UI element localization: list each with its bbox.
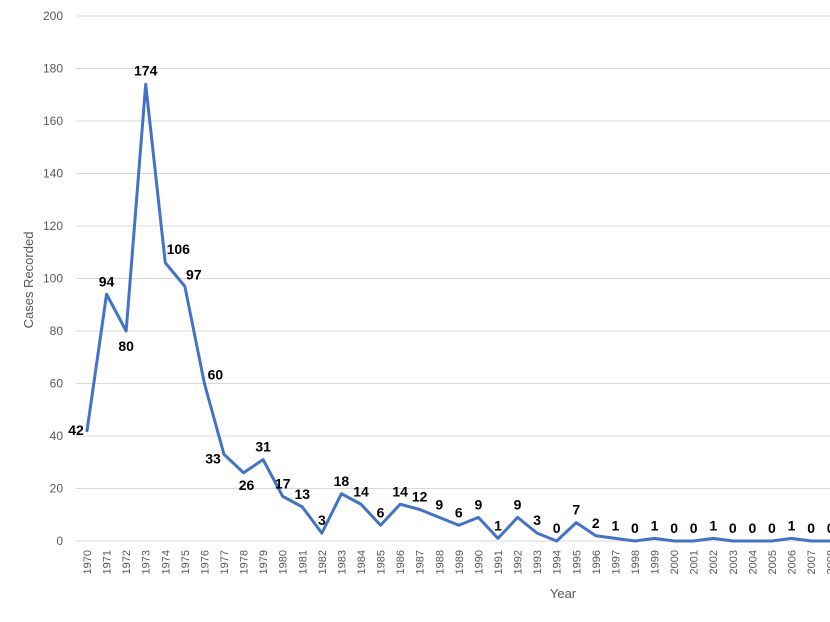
data-label: 97 [186, 266, 202, 282]
data-label: 0 [690, 520, 698, 536]
data-label: 94 [99, 273, 115, 289]
x-tick-label: 1988 [434, 550, 446, 574]
data-label: 1 [611, 517, 619, 533]
x-tick-label: 1991 [493, 550, 505, 574]
data-label: 31 [255, 439, 271, 455]
x-tick-label: 1996 [591, 550, 603, 574]
y-tick-label: 160 [43, 114, 63, 128]
y-tick-label: 200 [43, 9, 63, 23]
x-axis-ticks: 1970 1971 1972 1973 1974 1975 1976 1977 1978 1979… [82, 550, 830, 574]
x-tick-label: 1985 [376, 550, 388, 574]
data-label: 0 [807, 520, 815, 536]
x-tick-label: 2007 [806, 550, 818, 574]
x-tick-label: 1983 [336, 550, 348, 574]
x-tick-label: 1984 [356, 550, 368, 574]
x-tick-label: 1974 [160, 550, 172, 574]
data-label: 1 [651, 517, 659, 533]
data-label: 6 [377, 504, 385, 520]
data-label: 9 [475, 496, 483, 512]
x-tick-label: 2004 [747, 550, 759, 574]
x-tick-label: 1995 [571, 550, 583, 574]
x-tick-label: 1980 [278, 550, 290, 574]
data-label: 3 [533, 512, 541, 528]
data-label: 1 [709, 517, 717, 533]
data-label: 0 [748, 520, 756, 536]
data-label: 18 [334, 473, 350, 489]
x-tick-label: 1998 [630, 550, 642, 574]
series [85, 82, 830, 543]
data-label: 0 [729, 520, 737, 536]
x-tick-label: 1971 [102, 550, 114, 574]
x-tick-label: 2002 [708, 550, 720, 574]
data-label: 2 [592, 515, 600, 531]
data-label: 6 [455, 504, 463, 520]
y-tick-label: 100 [43, 272, 63, 286]
x-tick-label: 1987 [415, 550, 427, 574]
x-tick-label: 1970 [82, 550, 94, 574]
x-tick-label: 2005 [767, 550, 779, 574]
x-tick-label: 1976 [199, 550, 211, 574]
x-tick-label: 1992 [513, 550, 525, 574]
data-label: 0 [827, 520, 830, 536]
x-tick-label: 1981 [297, 550, 309, 574]
data-label: 17 [275, 475, 291, 491]
x-tick-label: 2000 [669, 550, 681, 574]
x-tick-label: 1986 [395, 550, 407, 574]
data-label: 14 [353, 483, 369, 499]
y-tick-label: 120 [43, 219, 63, 233]
data-label: 3 [318, 512, 326, 528]
data-label: 60 [208, 367, 224, 383]
data-label: 80 [118, 338, 134, 354]
x-tick-label: 1990 [473, 550, 485, 574]
data-label: 9 [514, 496, 522, 512]
data-label: 9 [435, 496, 443, 512]
data-label: 7 [572, 502, 580, 518]
data-label: 26 [239, 477, 255, 493]
x-tick-label: 1989 [454, 550, 466, 574]
x-tick-label: 1979 [258, 550, 270, 574]
x-tick-label: 1997 [610, 550, 622, 574]
y-tick-label: 0 [56, 534, 63, 548]
x-tick-label: 1993 [532, 550, 544, 574]
data-label: 174 [134, 62, 158, 78]
data-label: 1 [494, 517, 502, 533]
data-label: 12 [412, 489, 428, 505]
y-axis-ticks: 0 20 40 60 80 100 120 140 160 180 200 [43, 9, 63, 548]
data-label: 0 [631, 520, 639, 536]
series-line [85, 82, 830, 543]
data-label: 42 [68, 422, 84, 438]
data-label: 13 [294, 486, 310, 502]
x-tick-label: 1977 [219, 550, 231, 574]
x-tick-label: 2008 [826, 550, 830, 574]
x-tick-label: 1973 [141, 550, 153, 574]
x-tick-label: 2003 [728, 550, 740, 574]
x-tick-label: 2001 [689, 550, 701, 574]
data-label: 106 [167, 241, 191, 257]
y-tick-label: 140 [43, 167, 63, 181]
data-label: 14 [392, 483, 408, 499]
x-tick-label: 1982 [317, 550, 329, 574]
data-label: 0 [670, 520, 678, 536]
y-axis-title: Cases Recorded [21, 232, 36, 329]
x-tick-label: 1994 [552, 550, 564, 574]
x-axis-title: Year [550, 586, 577, 601]
gridlines [76, 15, 830, 542]
x-tick-label: 1975 [180, 550, 192, 574]
y-tick-label: 20 [50, 482, 64, 496]
data-label: 0 [768, 520, 776, 536]
x-tick-label: 2006 [787, 550, 799, 574]
y-tick-label: 60 [50, 377, 64, 391]
x-tick-label: 1972 [121, 550, 133, 574]
x-tick-label: 1978 [239, 550, 251, 574]
data-label: 0 [553, 520, 561, 536]
y-tick-label: 40 [50, 429, 64, 443]
data-label: 1 [788, 517, 796, 533]
y-tick-label: 180 [43, 62, 63, 76]
y-tick-label: 80 [50, 324, 64, 338]
x-tick-label: 1999 [650, 550, 662, 574]
data-label: 33 [205, 450, 221, 466]
